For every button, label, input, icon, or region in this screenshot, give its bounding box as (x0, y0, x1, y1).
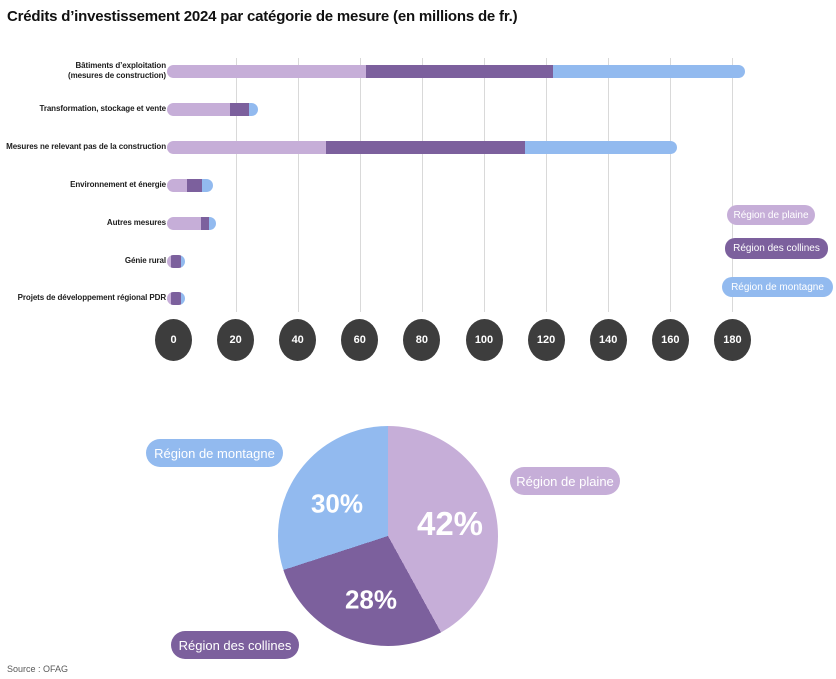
bar-segment-r-gion-de-montagne (181, 254, 185, 268)
legend-pill-r-gion-des-collines: Région des collines (725, 238, 828, 259)
grid-line-60 (359, 58, 361, 312)
pie-label-pill-r-gion-de-montagne: Région de montagne (146, 439, 283, 467)
bar-row (167, 64, 746, 78)
grid-line-80 (421, 58, 423, 312)
bar-segment-r-gion-de-montagne (201, 179, 213, 192)
bar-segment-r-gion-de-montagne (248, 102, 258, 116)
grid-line-140 (608, 58, 610, 312)
grid-line-180 (732, 58, 734, 312)
bar-row (167, 292, 185, 305)
bar-segment-r-gion-de-plaine (167, 102, 231, 116)
category-label: Autres mesures (106, 218, 166, 228)
bar-segment-r-gion-des-collines (186, 179, 202, 192)
axis-tick-120: 120 (527, 319, 565, 361)
axis-tick-80: 80 (403, 319, 441, 361)
bar-segment-r-gion-de-plaine (167, 179, 187, 192)
bar-segment-r-gion-de-plaine (167, 292, 171, 305)
bar-row (167, 102, 258, 116)
axis-tick-60: 60 (341, 319, 379, 361)
category-label: Bâtiments d’exploitation (mesures de cons… (68, 60, 166, 81)
axis-tick-20: 20 (217, 319, 255, 361)
axis-tick-100: 100 (465, 319, 503, 361)
legend-pill-r-gion-de-plaine: Région de plaine (727, 205, 815, 225)
category-label: Environnement et énergie (70, 180, 166, 190)
grid-line-160 (670, 58, 672, 312)
axis-tick-40: 40 (279, 319, 317, 361)
bar-segment-r-gion-de-plaine (167, 217, 201, 230)
category-label: Transformation, stockage et vente (39, 103, 166, 113)
bar-segment-r-gion-de-montagne (525, 141, 677, 154)
pie-percent-label: 42% (416, 505, 484, 542)
axis-tick-0: 0 (155, 319, 192, 361)
bar-row (167, 254, 185, 268)
bar-segment-r-gion-des-collines (230, 102, 249, 116)
bar-segment-r-gion-de-plaine (167, 64, 366, 78)
pie-percent-label: 28% (344, 584, 398, 615)
grid-line-100 (484, 58, 485, 312)
bar-segment-r-gion-de-montagne (209, 217, 216, 230)
pie-chart (278, 426, 498, 646)
axis-tick-140: 140 (589, 319, 627, 361)
axis-tick-160: 160 (651, 319, 689, 361)
bar-row (167, 141, 677, 154)
bar-segment-r-gion-de-montagne (552, 64, 746, 78)
pie-label-pill-r-gion-de-plaine: Région de plaine (510, 467, 620, 495)
bar-segment-r-gion-des-collines (365, 64, 553, 78)
bar-segment-r-gion-de-plaine (167, 141, 327, 154)
chart-title: Crédits d’investissement 2024 par catégo… (7, 8, 518, 25)
category-label: Génie rural (124, 255, 166, 265)
grid-line-120 (546, 58, 548, 312)
pie-label-pill-r-gion-des-collines: Région des collines (171, 631, 299, 659)
bar-segment-r-gion-des-collines (200, 217, 210, 230)
bar-segment-r-gion-de-plaine (167, 254, 171, 268)
category-label: Mesures ne relevant pas de la constructi… (6, 142, 166, 152)
category-label: Projets de développement régional PDR (17, 293, 166, 303)
grid-line-20 (235, 58, 237, 312)
bar-segment-r-gion-des-collines (170, 292, 182, 305)
bar-segment-r-gion-de-montagne (181, 292, 185, 305)
source-note: Source : OFAG (7, 664, 69, 674)
pie-percent-label: 30% (310, 488, 364, 519)
axis-tick-180: 180 (713, 319, 751, 361)
bar-row (167, 217, 216, 230)
bar-row (167, 179, 213, 192)
legend-pill-r-gion-de-montagne: Région de montagne (722, 277, 833, 297)
grid-line-40 (297, 58, 299, 312)
bar-segment-r-gion-des-collines (170, 254, 182, 268)
bar-segment-r-gion-des-collines (326, 141, 526, 154)
